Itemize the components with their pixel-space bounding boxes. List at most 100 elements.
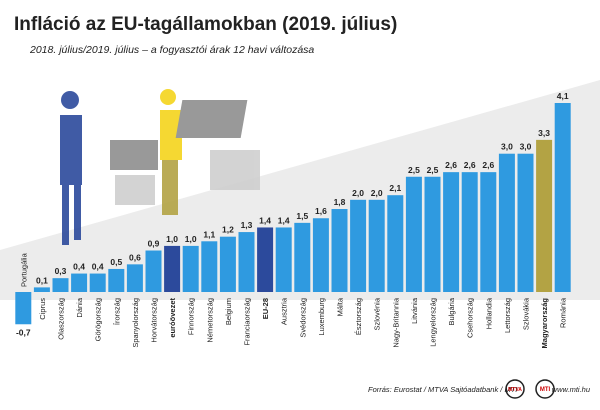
bar [498, 153, 515, 292]
category-label: Hollandia [484, 297, 493, 329]
logo: MTVA [508, 387, 522, 393]
category-label: Románia [559, 297, 568, 328]
value-label: 0,4 [73, 262, 85, 272]
bar [238, 232, 255, 292]
bar [201, 241, 218, 292]
value-label: 2,6 [464, 160, 476, 170]
value-label: 1,2 [222, 225, 234, 235]
value-label: 1,8 [334, 197, 346, 207]
category-label: Svédország [298, 298, 307, 338]
source: Forrás: Eurostat / MTVA Sajtóadatbank / … [368, 385, 517, 394]
value-label: 3,0 [501, 142, 513, 152]
value-label: 1,4 [259, 215, 271, 225]
logo: MTI [540, 387, 551, 393]
bar [536, 139, 553, 292]
category-label: Görögország [94, 298, 103, 341]
bar [312, 218, 329, 292]
bar [405, 176, 422, 292]
bar [294, 222, 311, 292]
bar [15, 292, 32, 325]
category-label: Magyarország [540, 298, 549, 349]
bar [461, 172, 478, 292]
bar [480, 172, 497, 292]
value-label: 1,0 [166, 234, 178, 244]
value-label: 0,3 [55, 266, 67, 276]
bar [89, 273, 106, 292]
value-label: 2,1 [389, 183, 401, 193]
bar [368, 199, 385, 292]
category-label: Észtország [354, 298, 363, 335]
value-label: 2,0 [371, 188, 383, 198]
value-label: 0,9 [148, 239, 160, 249]
bar [350, 199, 367, 292]
category-label: Írország [112, 298, 121, 325]
illustration [60, 89, 260, 245]
value-label: 3,0 [520, 142, 532, 152]
value-label: 0,1 [36, 275, 48, 285]
category-label: EU-28 [261, 298, 270, 319]
value-label: 0,4 [92, 262, 104, 272]
value-label: 2,5 [427, 165, 439, 175]
category-label: Luxemburg [317, 298, 326, 336]
category-label: Bulgária [447, 297, 456, 325]
logo-circle [535, 379, 555, 399]
category-label: Lettország [503, 298, 512, 333]
category-label: Németország [205, 298, 214, 343]
chart-title: Infláció az EU-tagállamokban (2019. júli… [14, 14, 397, 35]
bar [164, 245, 181, 292]
value-label: 1,5 [296, 211, 308, 221]
value-label: -0,7 [16, 327, 31, 337]
category-label: Spanyolország [131, 298, 140, 348]
bar [52, 278, 69, 292]
bar [554, 103, 571, 292]
value-label: 1,4 [278, 215, 290, 225]
bar [145, 250, 162, 292]
bar [33, 287, 50, 292]
category-label: Olaszország [57, 298, 66, 340]
value-label: 1,6 [315, 206, 327, 216]
category-label: Málta [336, 297, 345, 316]
category-label: Franciaország [243, 298, 252, 346]
bar [443, 172, 460, 292]
chart-subtitle: 2018. július/2019. július – a fogyasztói… [29, 44, 314, 56]
value-label: 4,1 [557, 91, 569, 101]
bar [257, 227, 274, 292]
bar [126, 264, 143, 292]
bar [517, 153, 534, 292]
bar [387, 195, 404, 292]
bar [424, 176, 441, 292]
bar [71, 273, 88, 292]
category-label: Litvánia [410, 297, 419, 324]
category-label: Dánia [75, 297, 84, 317]
value-label: 1,3 [241, 220, 253, 230]
bar [182, 245, 199, 292]
category-label: Lengyelország [429, 298, 438, 347]
value-label: 3,3 [538, 128, 550, 138]
value-label: 2,6 [445, 160, 457, 170]
bar [331, 209, 348, 292]
value-label: 1,1 [203, 229, 215, 239]
value-label: 1,0 [185, 234, 197, 244]
category-label: euróövezet [168, 298, 177, 338]
bar [219, 236, 236, 292]
bar [108, 268, 125, 292]
value-label: 2,0 [352, 188, 364, 198]
value-label: 0,5 [110, 257, 122, 267]
category-label: Csehország [466, 298, 475, 338]
category-label: Ciprus [38, 298, 47, 320]
category-label: Nagy-Britannia [391, 297, 400, 347]
value-label: 2,5 [408, 165, 420, 175]
category-label: Finnország [187, 298, 196, 335]
website: www.mti.hu [552, 385, 591, 394]
category-label: Ausztria [280, 297, 289, 325]
bar [275, 227, 292, 292]
logo-circle [505, 379, 525, 399]
category-label: Szlovákia [522, 297, 531, 330]
value-label: 0,6 [129, 252, 141, 262]
category-label: Belgium [224, 298, 233, 325]
value-label: 2,6 [482, 160, 494, 170]
category-label: Horvátország [150, 298, 159, 343]
category-label: Portugália [19, 252, 28, 287]
category-label: Szlovénia [373, 297, 382, 330]
